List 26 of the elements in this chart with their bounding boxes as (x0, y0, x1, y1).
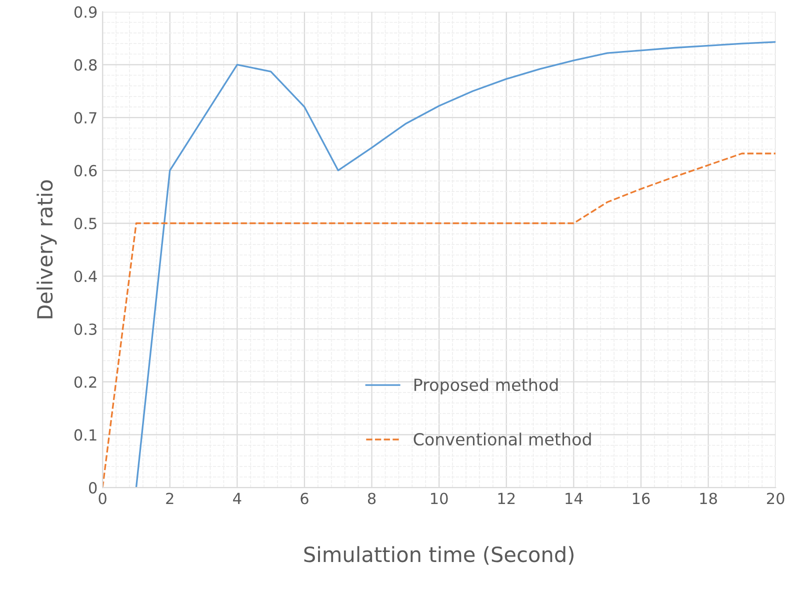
y-tick-label: 0.6 (74, 164, 97, 176)
y-tick-label: 0.7 (74, 112, 96, 124)
y-axis-title: Delivery ratio (36, 180, 57, 318)
x-tick-label: 8 (368, 492, 376, 504)
legend-label: Proposed method (414, 378, 558, 394)
y-tick-label: 0.3 (74, 323, 96, 336)
y-tick-label: 0.5 (74, 218, 96, 230)
x-tick-label: 16 (632, 492, 650, 504)
x-tick-label: 20 (766, 492, 784, 504)
x-tick-label: 6 (300, 492, 308, 504)
x-tick-label: 10 (431, 492, 448, 504)
y-tick-label: 0.8 (74, 59, 97, 71)
x-tick-label: 2 (166, 492, 174, 504)
y-tick-label: 0.2 (74, 376, 96, 388)
x-tick-label: 18 (700, 492, 717, 504)
x-tick-label: 12 (498, 492, 515, 504)
x-axis-title: Simulattion time (Second) (304, 546, 574, 565)
y-tick-label: 0.4 (74, 270, 97, 282)
x-tick-label: 14 (566, 492, 583, 504)
legend-label: Conventional method (414, 432, 591, 446)
x-tick-label: 0 (98, 492, 106, 504)
y-tick-label: 0.1 (74, 429, 96, 441)
line-series (135, 41, 776, 488)
y-tick-label: 0 (88, 482, 97, 494)
y-tick-label: 0.9 (74, 6, 97, 18)
x-tick-label: 4 (233, 492, 242, 504)
